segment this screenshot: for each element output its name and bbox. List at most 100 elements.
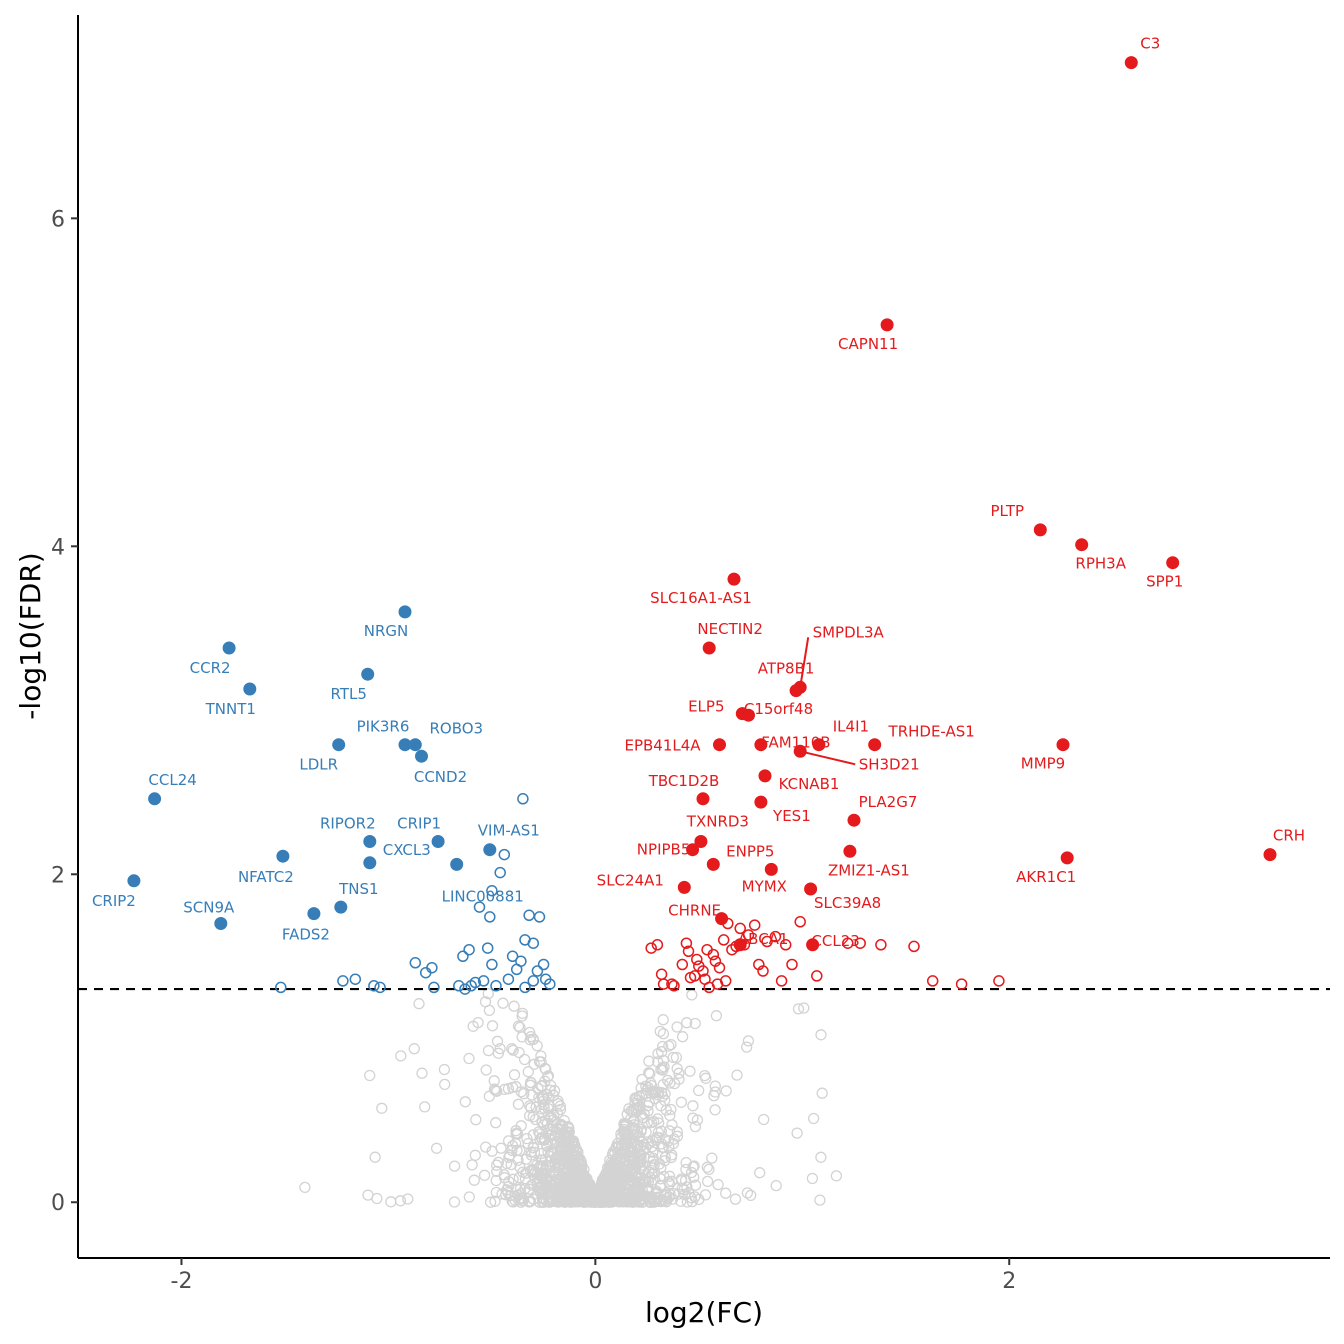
ns-point bbox=[472, 1016, 484, 1029]
ns-point bbox=[569, 1164, 582, 1176]
ns-point bbox=[686, 989, 698, 1001]
label-robo3: ROBO3 bbox=[429, 720, 483, 738]
significant-point-up bbox=[786, 958, 798, 971]
point-vim-as1 bbox=[483, 843, 497, 857]
significant-point-down bbox=[523, 909, 535, 922]
ns-point bbox=[622, 1129, 634, 1142]
ns-point bbox=[668, 1188, 680, 1200]
point-pla2g7 bbox=[847, 813, 861, 827]
ns-point bbox=[681, 1196, 694, 1208]
ns-point bbox=[530, 1101, 542, 1113]
ns-point bbox=[439, 1078, 451, 1091]
point-enpp5 bbox=[706, 857, 720, 871]
significant-point-down bbox=[502, 973, 515, 985]
significant-point-up bbox=[842, 937, 854, 949]
label-fads2: FADS2 bbox=[282, 926, 330, 944]
label-tnnt1: TNNT1 bbox=[205, 700, 256, 718]
ns-point bbox=[588, 1194, 601, 1206]
ns-point bbox=[629, 1128, 642, 1140]
ns-point bbox=[527, 1111, 539, 1123]
ns-point bbox=[816, 1087, 828, 1099]
ns-point bbox=[791, 1127, 803, 1139]
significant-point-up bbox=[742, 929, 755, 941]
ns-point bbox=[508, 1069, 521, 1081]
ns-point bbox=[299, 1181, 311, 1194]
ns-point bbox=[689, 1179, 702, 1191]
label-mymx: MYMX bbox=[742, 877, 787, 895]
point-rph3a bbox=[1075, 538, 1089, 552]
point-nrgn bbox=[398, 605, 412, 619]
significant-point-up bbox=[682, 945, 695, 958]
significant-point-up bbox=[775, 975, 788, 987]
ns-point bbox=[666, 1119, 678, 1131]
ns-point bbox=[627, 1145, 640, 1157]
ns-point bbox=[523, 1196, 535, 1208]
labeled-points bbox=[127, 56, 1277, 952]
significant-point-down bbox=[544, 978, 556, 990]
ns-point bbox=[466, 1159, 478, 1171]
ns-point bbox=[515, 1120, 527, 1132]
ns-point bbox=[507, 1044, 519, 1056]
ns-point bbox=[534, 1133, 546, 1146]
point-ccr2 bbox=[222, 641, 236, 655]
point-tnnt1 bbox=[243, 682, 257, 696]
ns-point bbox=[567, 1135, 580, 1147]
ns-point bbox=[660, 1196, 673, 1208]
ns-point bbox=[598, 1181, 610, 1193]
ns-point bbox=[491, 1035, 504, 1047]
ns-point bbox=[660, 1134, 672, 1146]
significant-point-down bbox=[533, 911, 546, 923]
ns-point bbox=[720, 1085, 732, 1097]
ns-point bbox=[693, 1084, 705, 1097]
ns-point bbox=[615, 1194, 628, 1206]
connector-smpdl3a bbox=[799, 637, 810, 688]
point-tbc1d2b bbox=[696, 792, 710, 806]
point-mymx bbox=[764, 862, 778, 876]
ns-point bbox=[489, 1084, 502, 1097]
ns-points bbox=[299, 987, 843, 1208]
ns-point bbox=[522, 1066, 534, 1078]
label-crip2: CRIP2 bbox=[92, 892, 136, 910]
significant-point-up bbox=[713, 961, 726, 974]
ns-point bbox=[671, 1126, 683, 1138]
ns-point bbox=[517, 1193, 529, 1205]
y-axis-title: -log10(FDR) bbox=[14, 552, 47, 719]
ns-point bbox=[497, 997, 509, 1009]
y-ticks: 0 2 4 6 bbox=[51, 207, 78, 1216]
ns-point bbox=[644, 1068, 656, 1080]
ns-point bbox=[549, 1173, 561, 1186]
ns-point bbox=[610, 1183, 623, 1196]
ns-point bbox=[712, 1178, 724, 1191]
ns-point bbox=[560, 1171, 572, 1183]
ns-point bbox=[408, 1043, 420, 1055]
significant-point-down bbox=[531, 965, 544, 977]
point-yes1 bbox=[754, 795, 768, 809]
point-atp8b1 bbox=[789, 684, 803, 698]
ns-point bbox=[553, 1154, 566, 1166]
ns-point bbox=[691, 1114, 704, 1126]
x-tick-label: 2 bbox=[1002, 1269, 1016, 1294]
point-capn11 bbox=[880, 318, 894, 332]
ns-point bbox=[643, 1097, 656, 1109]
label-kcnab1: KCNAB1 bbox=[779, 775, 840, 793]
point-robo3 bbox=[408, 738, 422, 752]
ns-point bbox=[670, 1051, 683, 1064]
ns-point bbox=[612, 1157, 625, 1169]
ns-point bbox=[621, 1108, 633, 1120]
ns-point bbox=[510, 1127, 522, 1140]
ns-point bbox=[560, 1185, 573, 1198]
significant-point-up bbox=[691, 953, 703, 966]
ns-point bbox=[660, 1189, 672, 1201]
ns-point bbox=[611, 1138, 624, 1150]
ns-point bbox=[602, 1196, 615, 1208]
significant-point-down bbox=[517, 793, 529, 805]
label-ccr2: CCR2 bbox=[190, 659, 231, 677]
significant-point-down bbox=[473, 901, 486, 913]
ns-point bbox=[654, 1025, 666, 1038]
label-mmp9: MMP9 bbox=[1021, 755, 1065, 773]
ns-point bbox=[806, 1172, 819, 1185]
ns-point bbox=[540, 1195, 553, 1207]
point-labels: C3 CAPN11 PLTP RPH3A SPP1 SLC16A1-AS1 NECTIN2 S… bbox=[92, 35, 1305, 950]
label-crip1: CRIP1 bbox=[397, 815, 441, 833]
ns-point bbox=[720, 1187, 732, 1199]
